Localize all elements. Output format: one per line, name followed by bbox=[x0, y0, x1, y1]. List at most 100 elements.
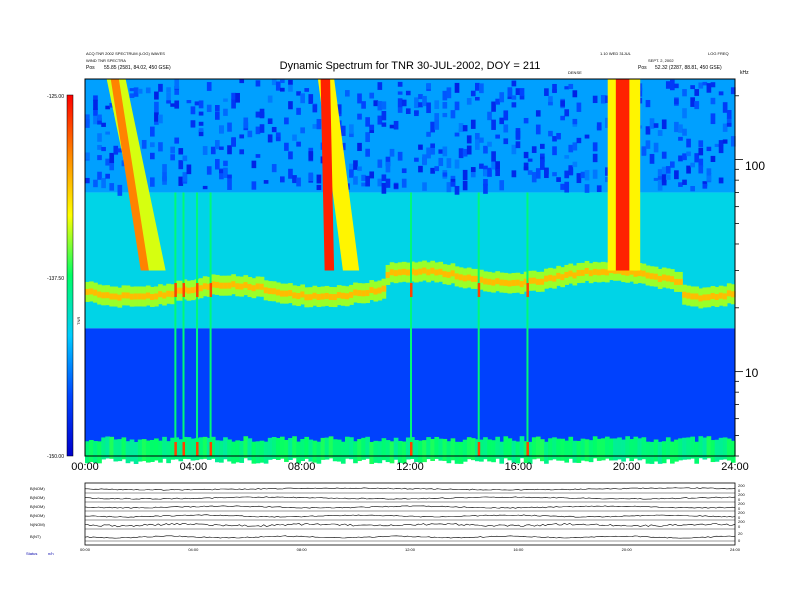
lower-scale-label: 0 bbox=[738, 538, 741, 543]
spectrogram-cell bbox=[454, 132, 460, 137]
spectrogram-cell bbox=[483, 183, 488, 194]
low-frequency-floor bbox=[576, 440, 582, 463]
spectrogram-cell bbox=[361, 101, 366, 109]
spectrogram-cell bbox=[231, 137, 236, 147]
spectrogram-cell bbox=[357, 93, 362, 104]
spectrogram-cell bbox=[170, 103, 175, 107]
spectrogram-cell bbox=[255, 80, 261, 87]
spectrogram-cell bbox=[462, 180, 468, 191]
spectrogram-cell bbox=[93, 179, 98, 188]
spectrogram-cell bbox=[519, 88, 525, 97]
x-tick-label: 16:00 bbox=[505, 461, 533, 473]
spike-intensification bbox=[410, 283, 413, 298]
spectrogram-cell bbox=[462, 169, 468, 181]
spectrogram-cell bbox=[730, 136, 736, 147]
plasma-line bbox=[275, 289, 281, 296]
plasma-line bbox=[336, 292, 342, 299]
spectrogram-cell bbox=[150, 152, 155, 160]
spectrogram-cell bbox=[548, 101, 553, 106]
spectrogram-cell bbox=[198, 100, 204, 109]
low-frequency-floor bbox=[487, 439, 492, 462]
spectrogram-cell bbox=[535, 110, 541, 117]
spectrogram-cell bbox=[540, 143, 545, 149]
lower-panel-right-scale: 200 0 200 0 200 0 200 0 200 0 20 0 bbox=[738, 483, 745, 543]
plasma-line bbox=[401, 268, 407, 275]
spectrogram-cell bbox=[670, 79, 675, 91]
plasma-line bbox=[255, 283, 261, 290]
spectrogram-cell bbox=[365, 148, 370, 157]
spectrogram-cell bbox=[698, 158, 704, 168]
low-frequency-floor bbox=[580, 438, 586, 461]
low-frequency-floor bbox=[186, 437, 192, 460]
plasma-line bbox=[320, 293, 326, 300]
spectrogram-cell bbox=[202, 185, 208, 190]
plasma-line bbox=[332, 294, 338, 301]
low-frequency-floor bbox=[235, 440, 240, 463]
spectrogram-cell bbox=[393, 183, 399, 189]
low-frequency-floor bbox=[584, 439, 590, 462]
spectrogram-cell bbox=[544, 168, 549, 175]
lower-x-tick-label: 20:00 bbox=[622, 547, 633, 552]
spectrogram-cell bbox=[166, 92, 171, 104]
plasma-line bbox=[349, 291, 354, 298]
low-frequency-floor bbox=[101, 437, 106, 460]
spectrogram-cell bbox=[105, 131, 110, 135]
plasma-line bbox=[686, 292, 691, 299]
low-frequency-floor bbox=[113, 439, 119, 462]
low-frequency-floor bbox=[198, 437, 204, 460]
colorbar-label: TNR bbox=[76, 317, 81, 325]
low-frequency-floor bbox=[470, 438, 476, 461]
spectrogram-cell bbox=[194, 101, 200, 106]
spectrogram-cell bbox=[231, 98, 236, 109]
low-frequency-floor bbox=[259, 440, 265, 463]
spectrogram-cell bbox=[523, 162, 529, 171]
spectrogram-cell bbox=[446, 158, 452, 169]
spectrogram-cell bbox=[564, 109, 570, 117]
spectrogram-cell bbox=[564, 86, 570, 90]
spectrogram-cell bbox=[434, 113, 440, 120]
spectrogram-cell bbox=[674, 83, 679, 89]
plasma-line bbox=[85, 288, 90, 295]
spectrogram-cell bbox=[255, 126, 261, 135]
spectrogram-cell bbox=[190, 120, 196, 128]
spectrogram-cell bbox=[206, 82, 212, 91]
spectrogram-cell bbox=[706, 146, 712, 152]
spectrogram-cell bbox=[544, 88, 549, 96]
spectrogram-cell bbox=[568, 83, 574, 90]
spectrogram-cell bbox=[722, 102, 728, 113]
spectrogram-cell bbox=[438, 149, 444, 154]
low-frequency-floor bbox=[722, 437, 728, 460]
plasma-line bbox=[617, 267, 622, 274]
low-frequency-floor bbox=[85, 441, 90, 464]
spectrogram-cell bbox=[540, 159, 545, 170]
spectrogram-cell bbox=[584, 170, 590, 181]
spectrogram-cell bbox=[653, 177, 659, 181]
low-frequency-floor bbox=[251, 441, 257, 464]
spectrogram-cell bbox=[275, 132, 281, 137]
spike-intensification bbox=[526, 283, 529, 298]
spectrogram-cell bbox=[223, 98, 228, 102]
low-frequency-floor bbox=[641, 437, 647, 460]
spectrogram-cell bbox=[255, 154, 261, 158]
spectrogram-cell bbox=[694, 153, 700, 163]
spectrogram-cell bbox=[162, 164, 167, 173]
spectrogram-cell bbox=[564, 155, 570, 159]
low-frequency-floor bbox=[434, 436, 440, 459]
colorbar-tick-top: -125.00 bbox=[47, 94, 64, 100]
low-frequency-floor bbox=[89, 439, 94, 462]
spectrogram-cell bbox=[430, 167, 435, 174]
spectrogram-cell bbox=[263, 180, 269, 184]
low-frequency-floor bbox=[267, 437, 273, 460]
spectrogram-cell bbox=[527, 170, 533, 175]
spectrogram-cell bbox=[373, 100, 379, 107]
spectrogram-cell bbox=[267, 95, 273, 103]
plasma-line bbox=[450, 270, 456, 277]
spectrogram-cell bbox=[674, 170, 679, 180]
type-iii-burst-core bbox=[110, 79, 149, 271]
y-axis-ticks bbox=[735, 95, 743, 457]
plasma-line bbox=[665, 275, 671, 282]
low-frequency-floor bbox=[499, 441, 505, 464]
spectrogram-cell bbox=[491, 151, 496, 162]
lower-panels-frame bbox=[84, 482, 736, 546]
spectrogram-cell bbox=[495, 98, 500, 105]
